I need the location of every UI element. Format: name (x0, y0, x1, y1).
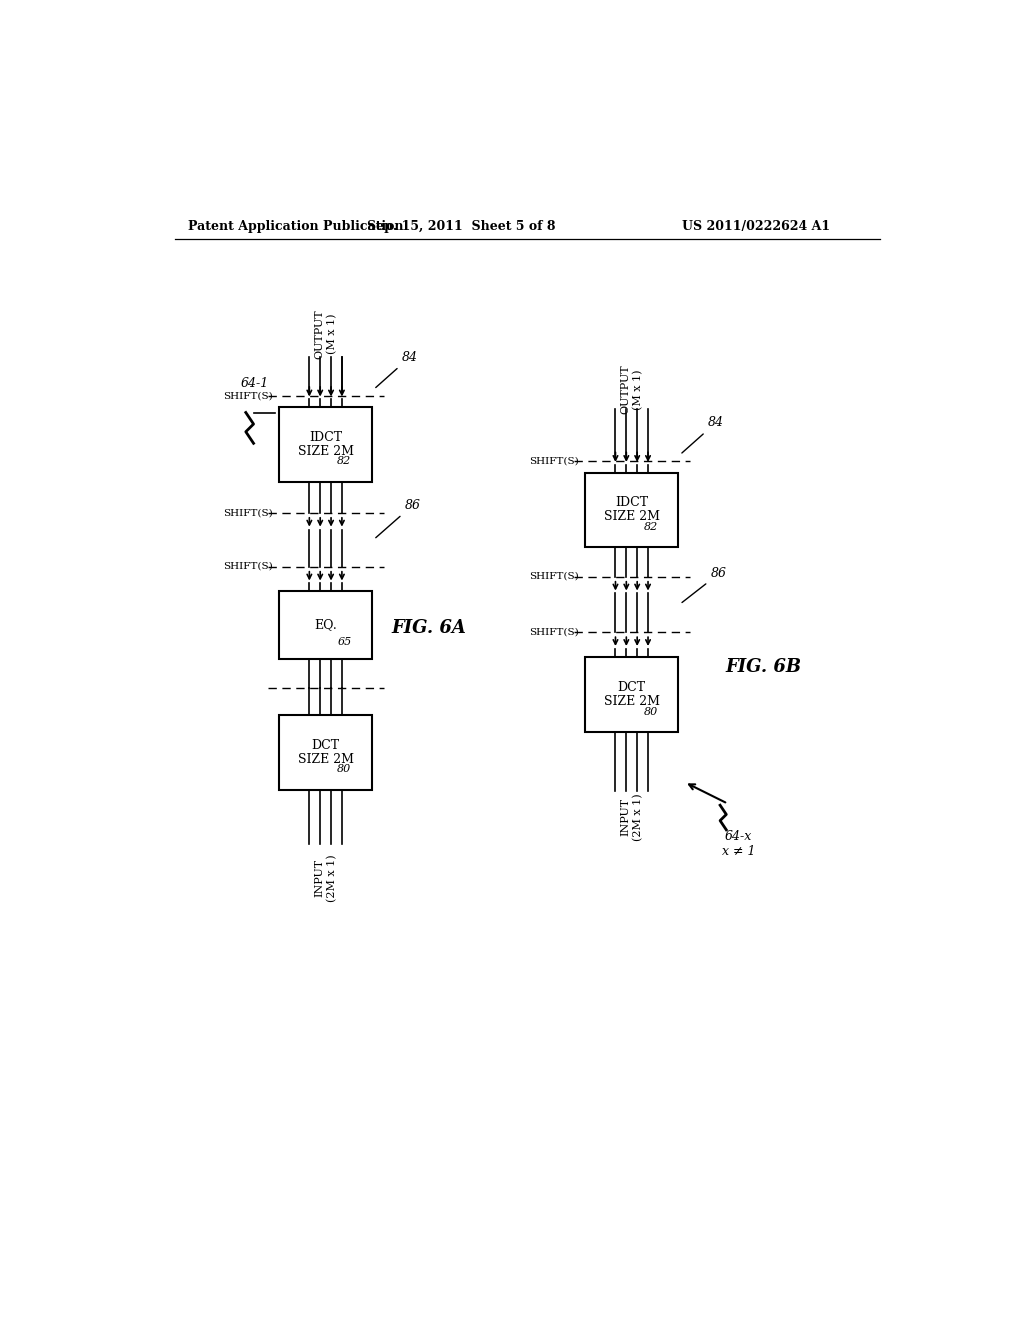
Text: SIZE 2M: SIZE 2M (298, 445, 353, 458)
Text: 80: 80 (643, 706, 657, 717)
Bar (586, 657, 678, 733)
Text: (M x 1): (M x 1) (327, 314, 337, 354)
Text: OUTPUT: OUTPUT (314, 309, 325, 359)
Text: 84: 84 (682, 416, 724, 453)
Text: OUTPUT: OUTPUT (621, 364, 631, 414)
Text: (M x 1): (M x 1) (633, 370, 643, 409)
Text: 64-x: 64-x (725, 829, 753, 842)
Text: (2M x 1): (2M x 1) (327, 854, 337, 902)
Text: DCT: DCT (617, 681, 646, 694)
Text: EQ.: EQ. (314, 619, 337, 631)
Text: SHIFT(S): SHIFT(S) (529, 572, 579, 581)
Text: Sep. 15, 2011  Sheet 5 of 8: Sep. 15, 2011 Sheet 5 of 8 (367, 219, 555, 232)
Text: INPUT: INPUT (314, 859, 325, 898)
Text: 82: 82 (643, 521, 657, 532)
Text: DCT: DCT (311, 739, 340, 752)
Text: SHIFT(S): SHIFT(S) (529, 627, 579, 636)
Bar (586, 473, 678, 548)
Text: 64-1: 64-1 (241, 376, 268, 389)
Text: 84: 84 (376, 351, 418, 388)
Text: 86: 86 (376, 499, 421, 537)
Text: SIZE 2M: SIZE 2M (604, 511, 659, 523)
Text: SHIFT(S): SHIFT(S) (223, 508, 273, 517)
Text: 80: 80 (337, 764, 351, 775)
Bar (280, 591, 372, 659)
Text: 65: 65 (337, 638, 351, 647)
Text: Patent Application Publication: Patent Application Publication (188, 219, 403, 232)
Text: SIZE 2M: SIZE 2M (298, 752, 353, 766)
Text: IDCT: IDCT (615, 496, 648, 510)
Text: SHIFT(S): SHIFT(S) (529, 457, 579, 466)
Text: 86: 86 (682, 568, 727, 602)
Text: SIZE 2M: SIZE 2M (604, 696, 659, 708)
Text: FIG. 6B: FIG. 6B (725, 657, 802, 676)
Text: IDCT: IDCT (309, 432, 342, 444)
Text: SHIFT(S): SHIFT(S) (223, 562, 273, 572)
Text: SHIFT(S): SHIFT(S) (223, 391, 273, 400)
Text: x ≠ 1: x ≠ 1 (722, 845, 756, 858)
Text: 82: 82 (337, 457, 351, 466)
Text: US 2011/0222624 A1: US 2011/0222624 A1 (682, 219, 829, 232)
Bar (280, 407, 372, 482)
Text: INPUT: INPUT (621, 797, 631, 836)
Bar (280, 715, 372, 789)
Text: FIG. 6A: FIG. 6A (391, 619, 466, 638)
Text: (2M x 1): (2M x 1) (633, 793, 643, 841)
